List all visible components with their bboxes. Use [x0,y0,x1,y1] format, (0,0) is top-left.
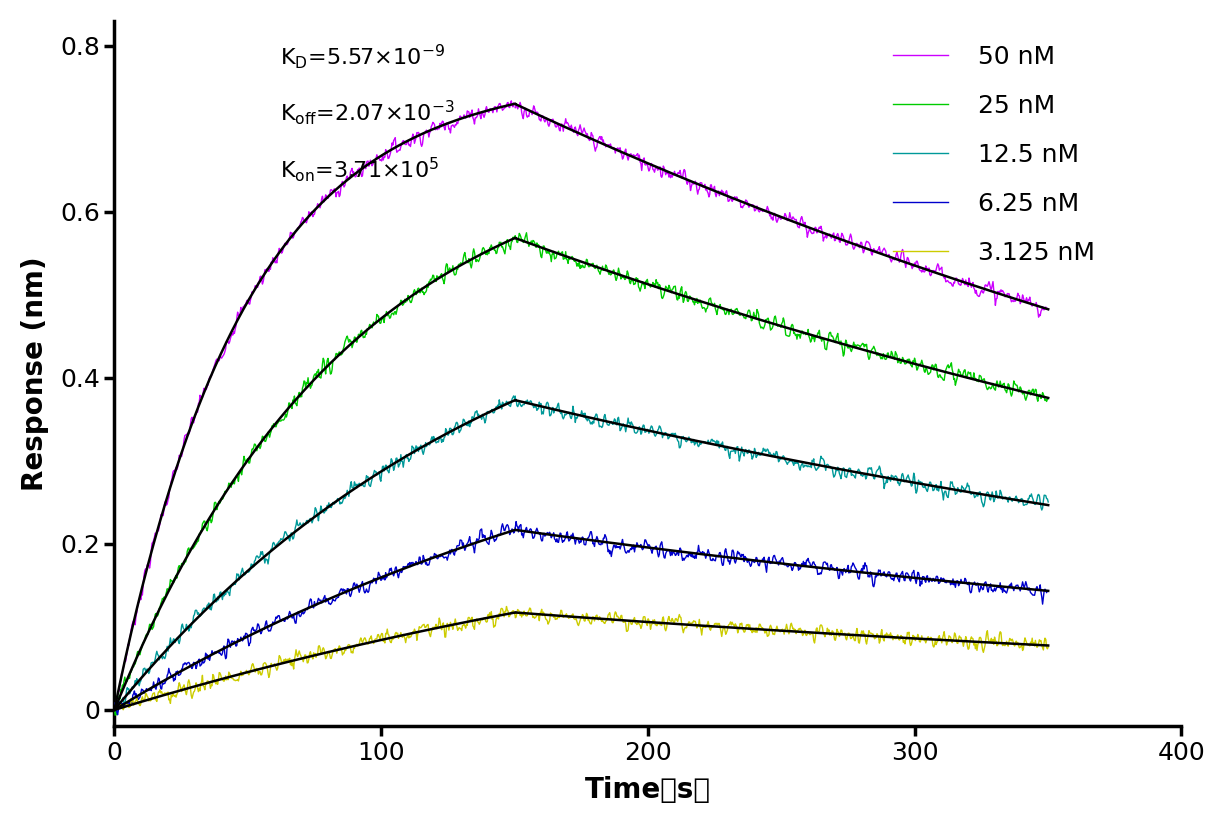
12.5 nM [1041,497,1056,507]
6.25 nM [107,702,121,712]
50 nM [948,274,962,284]
12.5 nM [107,703,121,713]
25 nM [1041,394,1056,403]
6.25 nM [1041,586,1056,596]
6.25 nM [421,560,435,570]
Y-axis label: Response (nm): Response (nm) [21,257,49,491]
12.5 nM [673,441,688,450]
25 nM [674,282,689,292]
Text: K$_\mathrm{off}$=2.07×10$^{-3}$: K$_\mathrm{off}$=2.07×10$^{-3}$ [280,98,455,127]
Text: K$_\mathrm{on}$=3.71×10$^{5}$: K$_\mathrm{on}$=3.71×10$^{5}$ [280,155,439,184]
3.125 nM [421,620,435,629]
Line: 6.25 nM: 6.25 nM [114,521,1048,714]
6.25 nM [110,710,125,719]
6.25 nM [994,583,1009,593]
Line: 12.5 nM: 12.5 nM [114,396,1048,708]
3.125 nM [136,695,151,705]
3.125 nM [673,612,688,622]
50 nM [504,96,519,106]
50 nM [673,170,688,180]
50 nM [421,126,435,136]
25 nM [421,282,435,292]
6.25 nM [136,688,151,698]
50 nM [993,285,1008,295]
25 nM [108,710,123,720]
3.125 nM [284,661,299,671]
Legend: 50 nM, 25 nM, 12.5 nM, 6.25 nM, 3.125 nM: 50 nM, 25 nM, 12.5 nM, 6.25 nM, 3.125 nM [883,35,1105,275]
25 nM [519,228,533,238]
Line: 50 nM: 50 nM [114,101,1048,707]
6.25 nM [286,613,300,623]
25 nM [136,638,151,648]
12.5 nM [993,488,1008,497]
Line: 3.125 nM: 3.125 nM [114,606,1048,710]
6.25 nM [674,550,689,560]
X-axis label: Time（s）: Time（s） [585,776,711,804]
Line: 25 nM: 25 nM [114,233,1048,715]
50 nM [284,228,299,238]
6.25 nM [509,516,524,526]
3.125 nM [107,705,121,715]
25 nM [949,377,964,387]
6.25 nM [949,578,964,587]
50 nM [1041,304,1056,314]
3.125 nM [1041,642,1056,652]
12.5 nM [506,391,521,401]
3.125 nM [993,628,1008,638]
Text: K$_\mathrm{D}$=5.57×10$^{-9}$: K$_\mathrm{D}$=5.57×10$^{-9}$ [280,42,445,71]
50 nM [107,702,121,712]
12.5 nM [284,531,299,541]
12.5 nM [948,489,962,499]
50 nM [136,579,151,589]
3.125 nM [499,601,514,611]
25 nM [107,705,121,715]
3.125 nM [948,629,962,639]
12.5 nM [136,664,151,674]
25 nM [286,395,300,405]
25 nM [994,383,1009,393]
12.5 nM [421,439,435,449]
